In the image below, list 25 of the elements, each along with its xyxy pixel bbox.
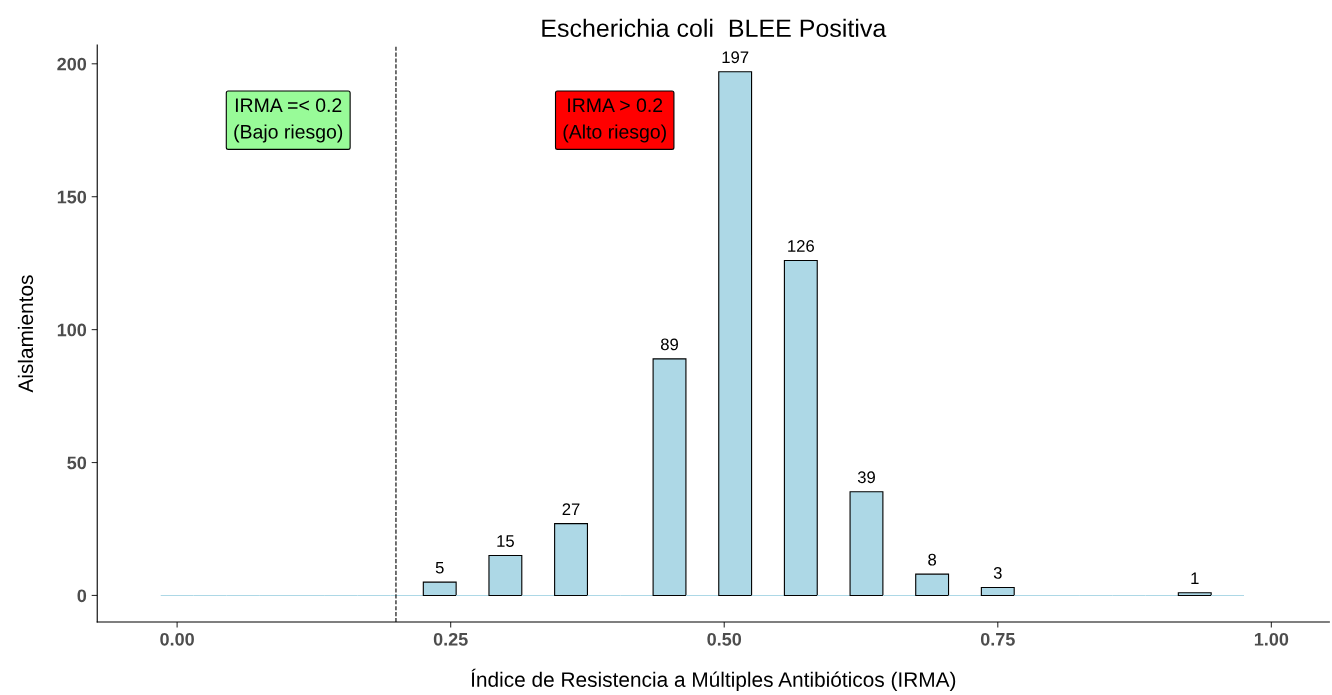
data-label: 197 (722, 51, 749, 64)
chart-title: Escherichia coli BLEE Positiva (542, 18, 887, 38)
y-axis-title: Aislamientos (17, 275, 34, 393)
y-tick-label: 100 (57, 323, 87, 337)
x-tick-label: 1.00 (1254, 632, 1289, 646)
data-label: 126 (788, 240, 814, 252)
x-tick-label: 0.50 (707, 632, 742, 646)
y-tick-label: 200 (57, 57, 87, 71)
data-label: 3 (993, 567, 1002, 579)
data-label: 39 (857, 471, 875, 484)
x-tick-label: 0.75 (980, 632, 1015, 646)
y-tick-label: 150 (57, 190, 87, 204)
data-label: 89 (660, 338, 678, 351)
data-label: 27 (562, 503, 580, 515)
x-tick-label: 0.00 (160, 632, 194, 646)
y-tick-label: 0 (77, 589, 87, 603)
y-tick-label: 50 (67, 456, 87, 470)
annotation: IRMA =< 0.2 (Bajo riesgo) (234, 98, 343, 143)
x-tick-label: 0.25 (433, 632, 468, 646)
annotation: IRMA > 0.2 (Alto riesgo) (563, 98, 666, 143)
data-label: 1 (1191, 572, 1199, 585)
data-label: 15 (497, 535, 514, 547)
data-label: 8 (928, 553, 937, 566)
data-label: 5 (435, 561, 444, 574)
x-axis-title: Índice de Resistencia a Múltiples Antibióticos (IRMA) (471, 668, 956, 692)
